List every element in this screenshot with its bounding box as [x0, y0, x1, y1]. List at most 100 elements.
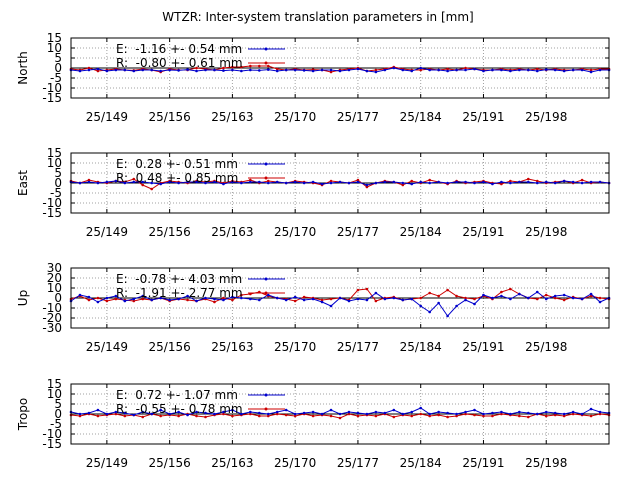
data-point-r — [428, 291, 431, 295]
data-point-e — [231, 180, 234, 184]
data-point-e — [320, 412, 324, 416]
data-point-r — [311, 414, 315, 418]
x-tick-label: 25/149 — [86, 456, 128, 470]
data-point-r — [589, 68, 593, 72]
data-point-e — [87, 295, 91, 299]
data-point-e — [544, 180, 548, 184]
data-point-e — [329, 68, 333, 72]
data-point-r — [329, 414, 333, 418]
data-point-e — [275, 296, 279, 300]
data-point-e — [240, 69, 243, 73]
data-point-e — [428, 181, 431, 185]
y-tick-label: 0 — [54, 176, 62, 190]
y-tick-label: 5 — [54, 166, 62, 180]
data-point-r — [114, 412, 118, 416]
data-point-r — [186, 298, 189, 302]
data-point-e — [249, 180, 252, 184]
data-point-r — [365, 185, 369, 189]
data-point-e — [392, 408, 396, 412]
data-point-e — [293, 412, 297, 416]
data-point-e — [87, 68, 91, 72]
data-point-e — [527, 180, 530, 184]
data-point-e — [141, 410, 145, 414]
data-point-e — [509, 412, 512, 416]
data-point-e — [356, 297, 360, 301]
data-point-e — [177, 297, 180, 301]
data-point-e — [500, 68, 503, 72]
x-tick-label: 25/177 — [337, 225, 379, 239]
data-point-r — [356, 288, 360, 292]
data-point-r — [204, 415, 207, 419]
data-point-e — [240, 412, 243, 416]
y-tick-label: -20 — [42, 311, 62, 325]
data-point-e — [266, 293, 270, 297]
data-point-r — [428, 178, 431, 182]
data-point-r — [401, 183, 405, 187]
data-point-e — [141, 294, 145, 298]
x-tick-label: 25/198 — [525, 225, 567, 239]
data-point-e — [509, 297, 512, 301]
data-point-r — [455, 294, 458, 298]
data-point-e — [437, 410, 440, 414]
data-point-e — [365, 69, 369, 73]
y-axis-label: Up — [16, 290, 30, 306]
data-point-e — [446, 314, 449, 318]
legend-label-r: R: -1.91 +- 2.77 mm — [116, 286, 243, 300]
data-point-e — [204, 296, 207, 300]
y-tick-label: -10 — [42, 427, 62, 441]
data-point-r — [500, 290, 503, 294]
data-point-e — [437, 301, 440, 305]
legend-marker-e — [264, 162, 268, 166]
data-point-r — [177, 414, 180, 418]
data-point-r — [365, 287, 369, 291]
data-point-e — [275, 69, 279, 73]
data-point-e — [428, 310, 431, 314]
panel-east: 25/149 25/156 25/163 25/170 25/177 25/184 25/1… — [16, 146, 611, 239]
y-axis-label: Tropo — [16, 398, 30, 432]
data-point-e — [249, 297, 252, 301]
data-point-r — [544, 414, 548, 418]
data-point-e — [500, 180, 503, 184]
data-point-r — [96, 69, 100, 73]
data-point-e — [527, 296, 530, 300]
data-point-e — [562, 293, 566, 297]
data-point-e — [78, 181, 82, 185]
data-point-e — [553, 68, 557, 72]
data-point-e — [455, 412, 458, 416]
data-point-r — [419, 68, 423, 72]
data-point-e — [338, 296, 342, 300]
y-tick-label: 5 — [54, 397, 62, 411]
data-point-e — [374, 181, 378, 185]
data-point-r — [329, 70, 333, 74]
data-point-e — [571, 410, 575, 414]
data-point-e — [527, 411, 530, 415]
data-point-e — [249, 68, 252, 72]
data-point-e — [87, 411, 91, 415]
data-point-e — [589, 292, 593, 296]
data-point-e — [509, 181, 512, 185]
legend-marker-r — [264, 291, 268, 295]
data-point-e — [195, 299, 198, 303]
data-point-e — [428, 68, 431, 72]
data-point-r — [195, 414, 198, 418]
data-point-r — [78, 414, 82, 418]
data-point-e — [571, 296, 575, 300]
data-point-r — [527, 177, 530, 181]
x-tick-label: 25/170 — [274, 340, 316, 354]
data-point-e — [293, 68, 297, 72]
panel-up: 25/149 25/156 25/163 25/170 25/177 25/184 25/1… — [16, 261, 611, 354]
data-point-e — [365, 412, 369, 416]
data-point-e — [141, 68, 145, 72]
data-point-e — [284, 68, 288, 72]
data-point-e — [275, 410, 279, 414]
y-axis-label: North — [16, 51, 30, 85]
data-point-r — [96, 296, 100, 300]
data-point-r — [410, 179, 414, 183]
data-point-r — [293, 414, 297, 418]
data-point-e — [78, 293, 82, 297]
data-point-e — [311, 180, 315, 184]
data-point-e — [365, 183, 369, 187]
data-point-e — [213, 68, 216, 72]
data-point-r — [150, 187, 153, 191]
data-point-e — [347, 410, 351, 414]
